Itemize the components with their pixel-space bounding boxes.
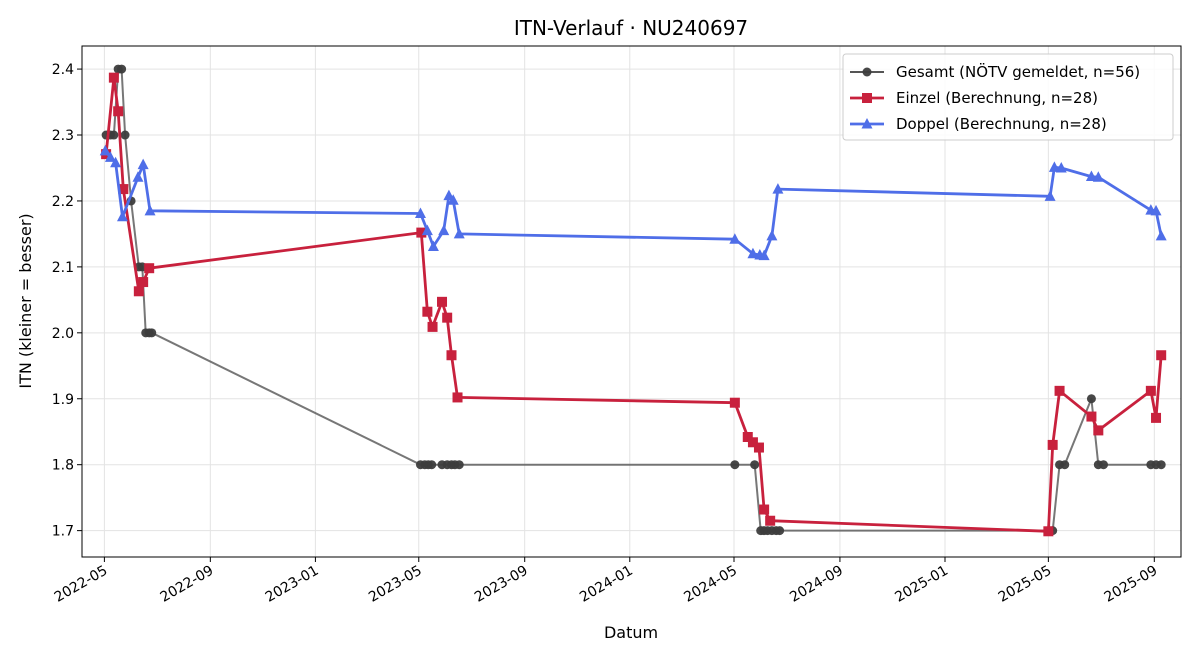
data-point-doppel — [110, 156, 122, 168]
data-point-doppel — [1085, 170, 1097, 182]
data-point-doppel — [438, 224, 450, 236]
data-point-doppel — [104, 151, 116, 162]
data-point-doppel — [766, 229, 778, 241]
series-line-doppel — [104, 149, 1163, 258]
y-tick-label: 1.9 — [52, 392, 74, 408]
data-point-gesamt — [120, 130, 130, 140]
y-tick-label: 1.7 — [52, 524, 74, 540]
y-tick-label: 2.0 — [52, 326, 74, 342]
data-point-gesamt — [1156, 460, 1166, 470]
legend-box — [842, 53, 1174, 141]
y-tick-label: 2.1 — [52, 260, 74, 276]
data-point-einzel — [144, 263, 155, 274]
data-point-einzel — [759, 504, 770, 515]
data-point-einzel — [118, 184, 129, 195]
y-tick-label: 2.3 — [52, 128, 74, 144]
data-point-einzel — [427, 321, 438, 332]
chart-title: ITN-Verlauf · NU240697 — [514, 16, 748, 40]
data-point-doppel — [421, 224, 433, 236]
data-point-gesamt — [775, 526, 785, 536]
data-point-einzel — [1086, 411, 1097, 422]
y-tick-label: 1.8 — [52, 458, 74, 474]
data-point-einzel — [747, 437, 758, 448]
series-doppel — [99, 144, 1167, 261]
data-point-einzel — [1145, 385, 1156, 396]
data-point-doppel — [99, 144, 111, 156]
data-point-doppel — [747, 247, 759, 259]
data-point-doppel — [1155, 229, 1167, 241]
data-point-einzel — [1093, 425, 1104, 436]
legend-label-einzel: Einzel (Berechnung, n=28) — [896, 89, 1098, 107]
legend-marker-gesamt — [862, 67, 872, 77]
data-point-einzel — [742, 431, 753, 442]
data-point-doppel — [772, 183, 784, 194]
data-point-gesamt — [109, 130, 119, 140]
data-point-gesamt — [730, 460, 740, 470]
data-point-einzel — [729, 397, 740, 408]
data-point-doppel — [137, 158, 149, 170]
data-point-doppel — [758, 249, 770, 261]
data-point-doppel — [1150, 204, 1162, 216]
data-point-einzel — [1156, 350, 1167, 361]
data-point-gesamt — [427, 460, 437, 470]
data-point-doppel — [729, 233, 741, 244]
series-einzel — [101, 72, 1167, 537]
data-point-gesamt — [1060, 460, 1070, 470]
data-point-einzel — [113, 106, 124, 117]
data-point-einzel — [416, 227, 427, 238]
legend-label-doppel: Doppel (Berechnung, n=28) — [896, 115, 1107, 133]
data-point-einzel — [138, 277, 149, 288]
x-axis-label: Datum — [604, 623, 658, 642]
data-point-doppel — [132, 171, 144, 182]
data-point-doppel — [1048, 161, 1060, 172]
data-point-doppel — [1055, 161, 1067, 173]
legend-marker-einzel — [862, 93, 872, 103]
data-point-gesamt — [1086, 394, 1096, 404]
data-point-einzel — [1047, 439, 1058, 450]
data-point-einzel — [133, 286, 144, 297]
data-point-doppel — [144, 204, 156, 216]
legend-marker-doppel — [861, 118, 873, 129]
plot-frame — [81, 45, 1182, 558]
data-point-einzel — [1151, 412, 1162, 423]
legend-label-gesamt: Gesamt (NÖTV gemeldet, n=56) — [896, 62, 1140, 81]
data-point-gesamt — [1098, 460, 1108, 470]
legend: Gesamt (NÖTV gemeldet, n=56) Einzel (Bere… — [842, 53, 1174, 141]
data-point-doppel — [1044, 190, 1056, 201]
data-point-einzel — [437, 296, 448, 307]
y-tick-label: 2.2 — [52, 194, 74, 210]
data-point-doppel — [414, 207, 426, 218]
data-point-gesamt — [117, 64, 127, 74]
series-layer — [99, 64, 1167, 537]
y-axis-label: ITN (kleiner = besser) — [16, 213, 35, 388]
data-point-doppel — [1092, 171, 1104, 182]
data-point-gesamt — [147, 328, 157, 338]
data-point-einzel — [1043, 526, 1054, 537]
y-axis: 1.7 1.8 1.9 2.0 2.1 2.2 2.3 2.4 — [52, 62, 82, 540]
data-point-gesamt — [454, 460, 464, 470]
data-point-gesamt — [750, 460, 760, 470]
data-point-einzel — [108, 72, 119, 83]
data-point-einzel — [452, 392, 463, 403]
y-tick-label: 2.4 — [52, 62, 74, 78]
data-point-einzel — [446, 350, 457, 361]
data-point-einzel — [442, 312, 453, 323]
data-point-einzel — [1054, 385, 1065, 396]
data-point-doppel — [453, 227, 465, 239]
data-point-einzel — [422, 306, 433, 317]
data-point-doppel — [116, 210, 128, 222]
data-point-doppel — [427, 240, 439, 251]
data-point-einzel — [753, 442, 764, 453]
data-point-doppel — [447, 194, 459, 205]
data-point-einzel — [765, 515, 776, 526]
